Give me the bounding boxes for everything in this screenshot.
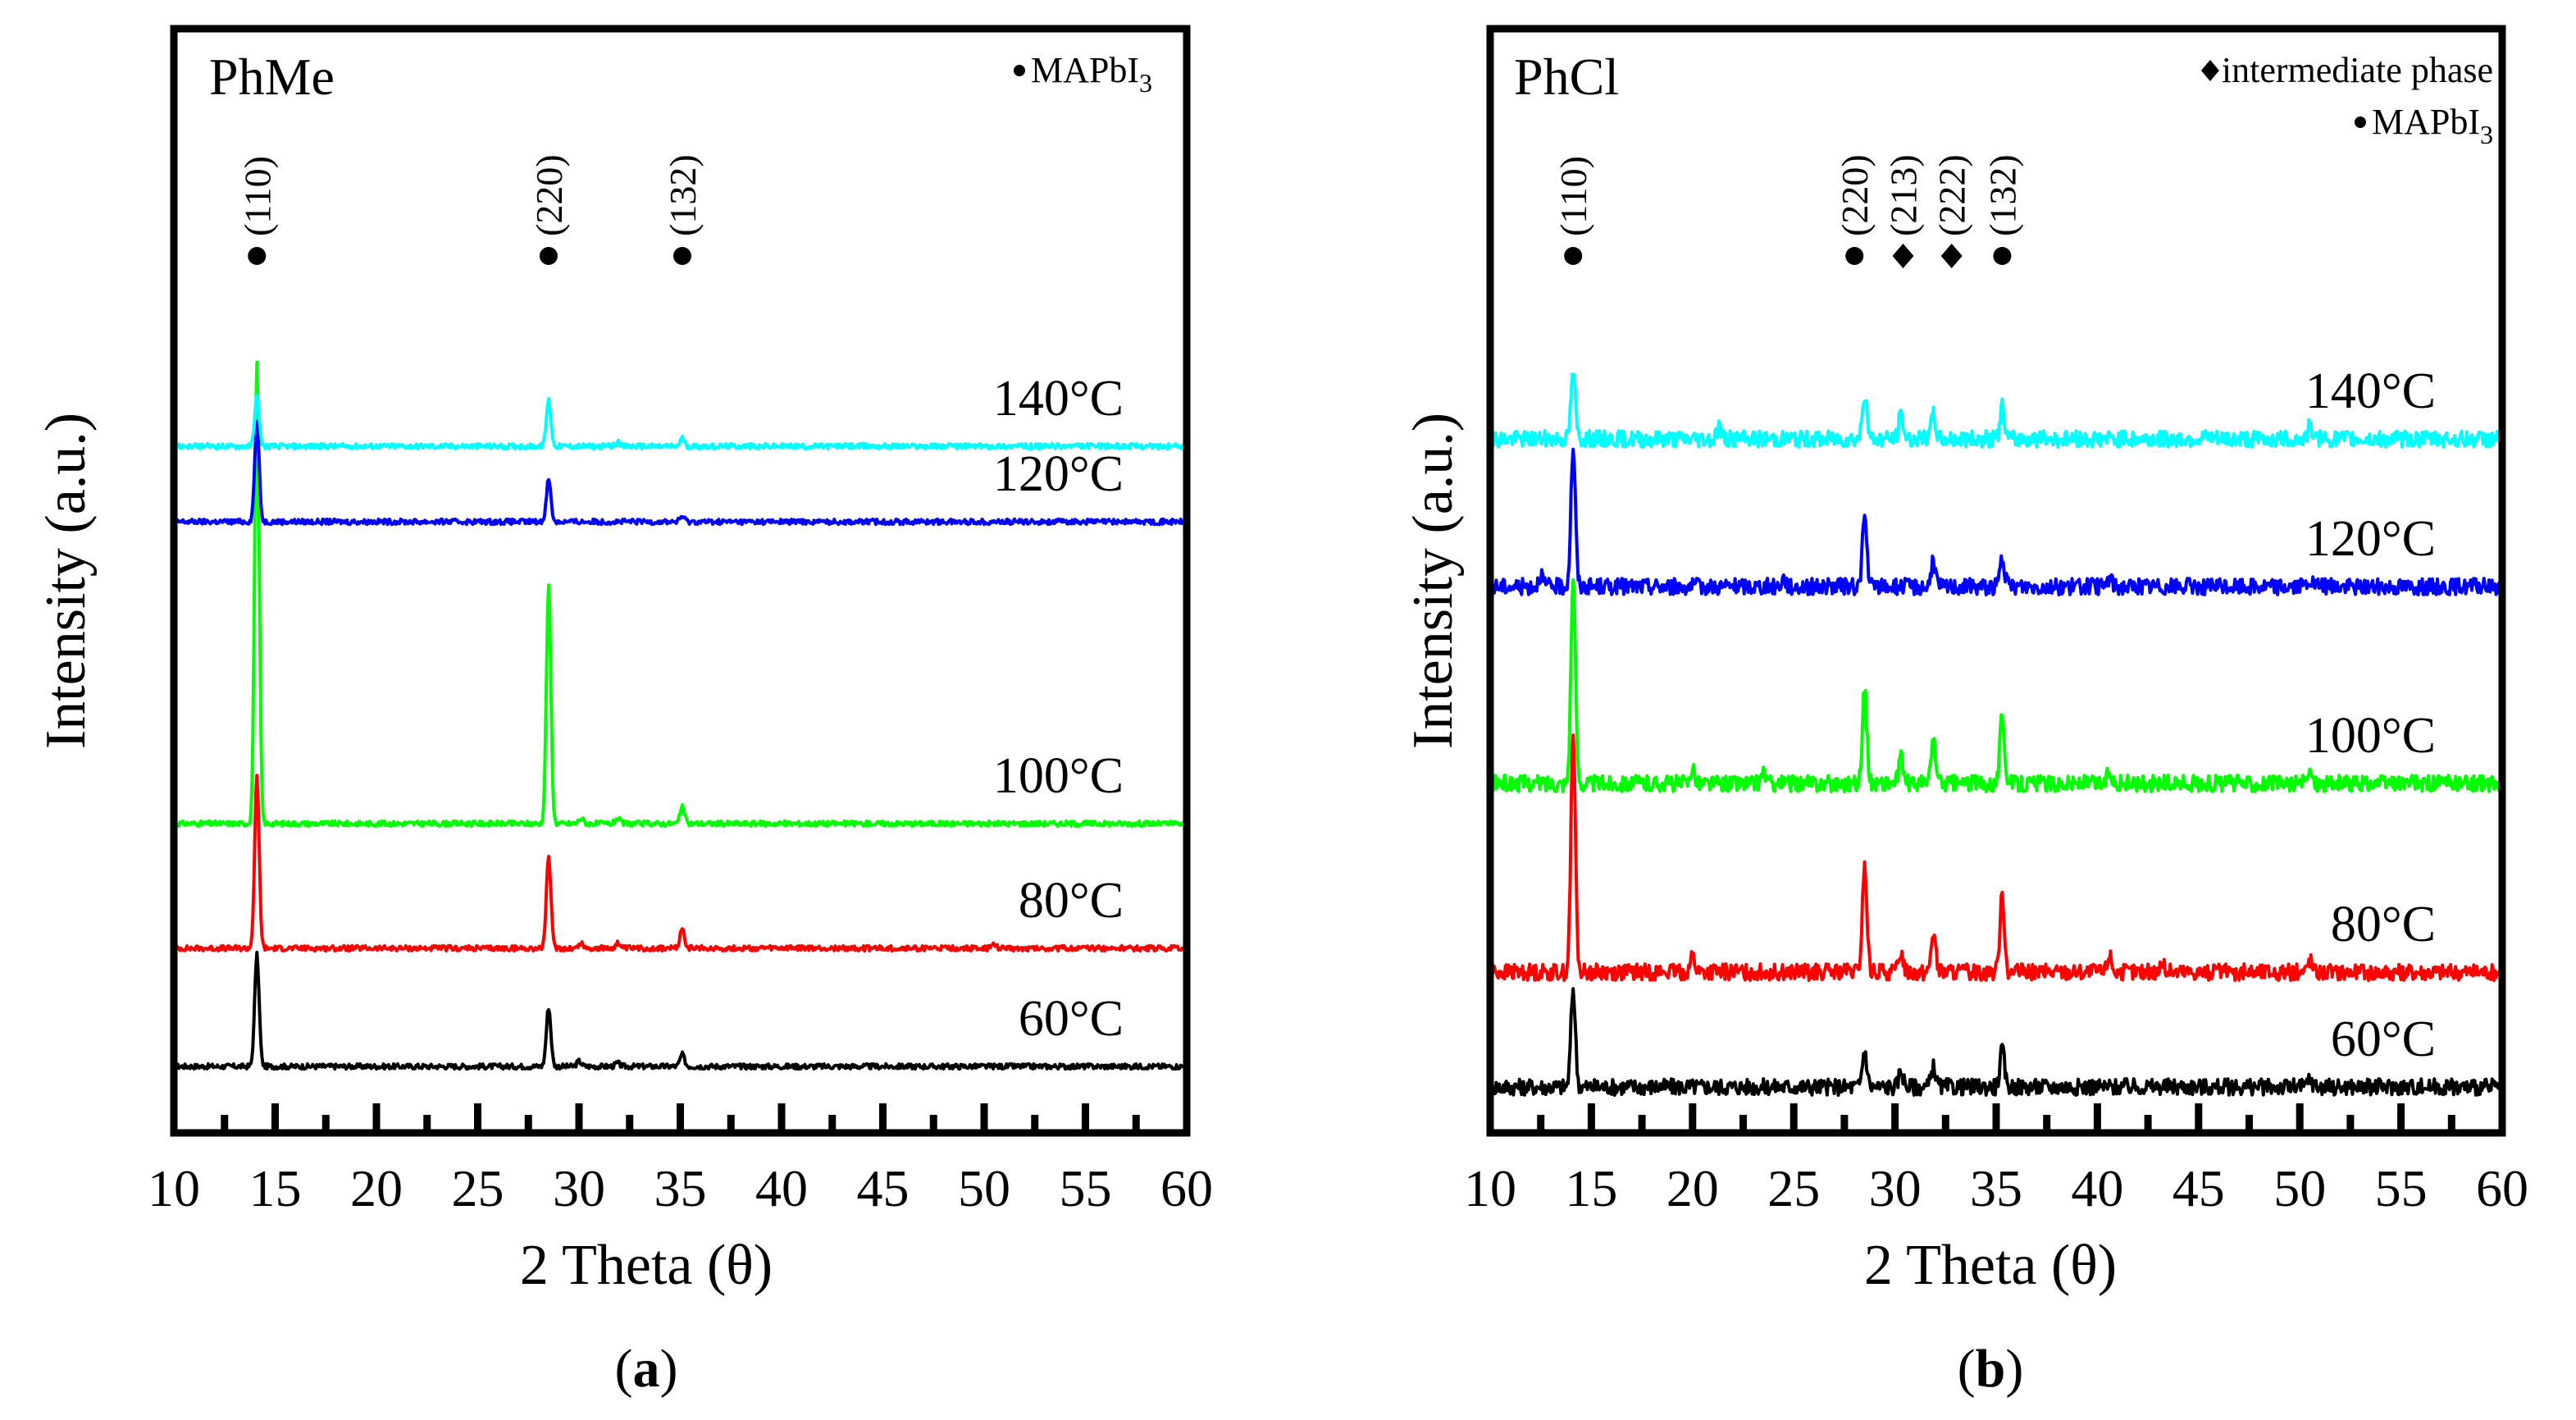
x-tick-label: 15: [1565, 1159, 1617, 1217]
peak-label: (110): [236, 156, 278, 236]
series-label: 60°C: [1019, 991, 1124, 1047]
x-tick-label: 60: [1160, 1159, 1213, 1217]
series-label: 140°C: [2305, 363, 2436, 419]
chart-panel-b: 60°C 80°C 100°C 120°C 140°C 10 15 20 25 30 35 40 45 5…: [1402, 25, 2528, 1399]
series-140C-trace: [1489, 372, 2504, 449]
panel-title: PhMe: [209, 48, 335, 106]
peak-diamond-icon: [1940, 244, 1963, 268]
chart-panel-a: 60°C 80°C 100°C 120°C 140°C 10 15 20 25 30 35 40 45 5…: [34, 25, 1213, 1399]
peak-label: (222): [1931, 154, 1973, 236]
peak-circle-icon: [672, 247, 691, 265]
caption-open: (: [615, 1339, 633, 1399]
x-tick-label: 30: [553, 1159, 605, 1217]
series-label: 80°C: [2331, 897, 2436, 952]
caption-close: ): [2005, 1339, 2023, 1399]
legend-subscript: 3: [1139, 68, 1152, 98]
caption-open: (: [1958, 1339, 1976, 1399]
peak-diamond-icon: [1892, 244, 1914, 268]
x-tick-label: 55: [1060, 1159, 1112, 1217]
legend-text: MAPbI: [1031, 50, 1139, 90]
y-axis-label: Intensity (a.u.): [34, 413, 98, 749]
peak-label: (220): [1834, 154, 1876, 236]
peak-label: (220): [528, 154, 570, 236]
x-tick-label: 10: [148, 1159, 200, 1217]
y-axis-label: Intensity (a.u.): [1402, 413, 1465, 749]
legend-subscript: 3: [2480, 120, 2493, 149]
x-tick-label: 15: [249, 1159, 302, 1217]
series-label: 120°C: [993, 446, 1124, 502]
x-tick-label: 45: [857, 1159, 910, 1217]
series-label: 100°C: [2305, 708, 2436, 764]
series-label: 80°C: [1019, 873, 1124, 929]
x-tick-label: 35: [654, 1159, 707, 1217]
series-label: 120°C: [2305, 511, 2436, 567]
x-tick-label: 40: [2071, 1159, 2123, 1217]
x-tick-label: 45: [2173, 1159, 2225, 1217]
series-80C-trace: [172, 774, 1188, 953]
series-60C-trace: [173, 951, 1188, 1071]
x-tick-label: 25: [1767, 1159, 1820, 1217]
plot-frame: [1486, 25, 2506, 1137]
legend-entry: MAPbI3: [1031, 50, 1152, 98]
x-tick-label: 55: [2375, 1159, 2428, 1217]
legend-circle-icon: [2354, 116, 2366, 128]
series-label: 60°C: [2331, 1011, 2436, 1067]
legend-text: MAPbI: [2372, 102, 2480, 142]
peak-label: (132): [1981, 154, 2023, 236]
legend-diamond-icon: [2200, 60, 2219, 81]
peak-label: (132): [662, 154, 704, 236]
x-tick-label: 10: [1464, 1159, 1516, 1217]
series-80C-trace: [1489, 733, 2504, 982]
caption-letter: a: [633, 1339, 660, 1399]
plot-frame: [170, 25, 1191, 1137]
peak-circle-icon: [539, 247, 558, 265]
legend-entry: MAPbI3: [2372, 102, 2493, 149]
peak-circle-icon: [1564, 247, 1583, 265]
peak-circle-icon: [1993, 247, 2012, 265]
x-tick-label: 20: [350, 1159, 403, 1217]
peak-label: (213): [1882, 154, 1924, 236]
x-tick-label: 35: [1970, 1159, 2022, 1217]
x-tick-label: 50: [2273, 1159, 2326, 1217]
x-tick-label: 30: [1869, 1159, 1922, 1217]
panel-caption: (a): [615, 1339, 678, 1399]
x-tick-label: 50: [958, 1159, 1010, 1217]
x-tick-label: 60: [2476, 1159, 2528, 1217]
series-140C-trace: [172, 394, 1188, 451]
peak-label: (110): [1552, 156, 1594, 236]
series-60C-trace: [1489, 987, 2504, 1097]
series-label: 140°C: [993, 371, 1124, 427]
x-tick-label: 40: [755, 1159, 808, 1217]
peak-circle-icon: [1845, 247, 1864, 265]
x-axis-label: 2 Theta (θ): [520, 1234, 773, 1297]
legend-entry: intermediate phase: [2222, 50, 2493, 90]
series-100C-trace: [172, 360, 1188, 829]
caption-close: ): [660, 1339, 678, 1399]
x-axis-label: 2 Theta (θ): [1864, 1234, 2117, 1297]
panel-title: PhCl: [1514, 48, 1619, 106]
x-tick-label: 20: [1666, 1159, 1719, 1217]
peak-circle-icon: [248, 247, 267, 265]
series-120C-trace: [172, 419, 1188, 527]
series-label: 100°C: [993, 748, 1124, 804]
series-100C-trace: [1489, 578, 2504, 793]
legend-text: intermediate phase: [2222, 50, 2493, 90]
legend-circle-icon: [1013, 65, 1025, 76]
panel-caption: (b): [1958, 1339, 2024, 1399]
x-tick-label: 25: [452, 1159, 504, 1217]
series-120C-trace: [1489, 447, 2504, 596]
caption-letter: b: [1976, 1339, 2006, 1399]
